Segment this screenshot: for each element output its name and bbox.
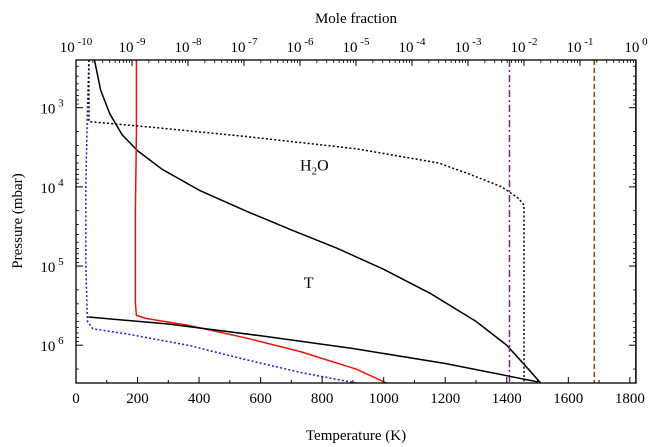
- top-tick-label: 10 -2: [511, 36, 538, 56]
- x-tick-label: 800: [311, 391, 334, 407]
- top-tick-label: 10 -4: [399, 36, 426, 56]
- series-line-lower: [88, 316, 538, 383]
- top-tick-label: 10 -9: [119, 36, 146, 56]
- series-line-t: [93, 60, 542, 383]
- x-tick-label: 1800: [615, 391, 645, 407]
- ticks-layer: 0 200 400 600 800 1000 1200 1400 1600 1800 10 -10 1…: [40, 36, 648, 407]
- top-axis-title: Mole fraction: [315, 11, 398, 27]
- label-h2o: H2O: [300, 157, 329, 177]
- x-tick-label: 1400: [492, 391, 522, 407]
- y-tick-label: 10 5: [40, 256, 64, 276]
- x-tick-label: 200: [126, 391, 149, 407]
- x-tick-label: 0: [72, 391, 80, 407]
- top-tick-label: 10 -8: [175, 36, 202, 56]
- x-tick-label: 600: [249, 391, 272, 407]
- top-tick-label: 10 -5: [343, 36, 370, 56]
- y-tick-label: 10 3: [40, 98, 64, 118]
- y-tick-label: 10 6: [40, 335, 64, 355]
- x-tick-label: 400: [188, 391, 211, 407]
- top-tick-label: 10 -1: [567, 36, 594, 56]
- top-tick-label: 10 -6: [287, 36, 314, 56]
- x-tick-label: 1600: [553, 391, 583, 407]
- y-tick-label: 10 4: [40, 177, 64, 197]
- plot-frame: [75, 59, 637, 384]
- x-axis-title: Temperature (K): [306, 428, 406, 444]
- series-line-co2: [85, 60, 357, 383]
- series-line-co: [134, 60, 387, 383]
- series-layer: [85, 60, 636, 383]
- top-tick-label: 10 0: [624, 36, 648, 56]
- label-t: T: [304, 275, 314, 292]
- top-tick-label: 10 -10: [60, 36, 93, 56]
- series-line-h2o: [88, 60, 525, 383]
- series-labels: H2OTCOCO2CH4HeH2: [300, 157, 329, 292]
- x-tick-label: 1200: [430, 391, 460, 407]
- y-axis-title: Pressure (mbar): [10, 173, 26, 268]
- top-tick-label: 10 -7: [231, 36, 258, 56]
- x-tick-label: 1000: [369, 391, 399, 407]
- top-tick-label: 10 -3: [455, 36, 482, 56]
